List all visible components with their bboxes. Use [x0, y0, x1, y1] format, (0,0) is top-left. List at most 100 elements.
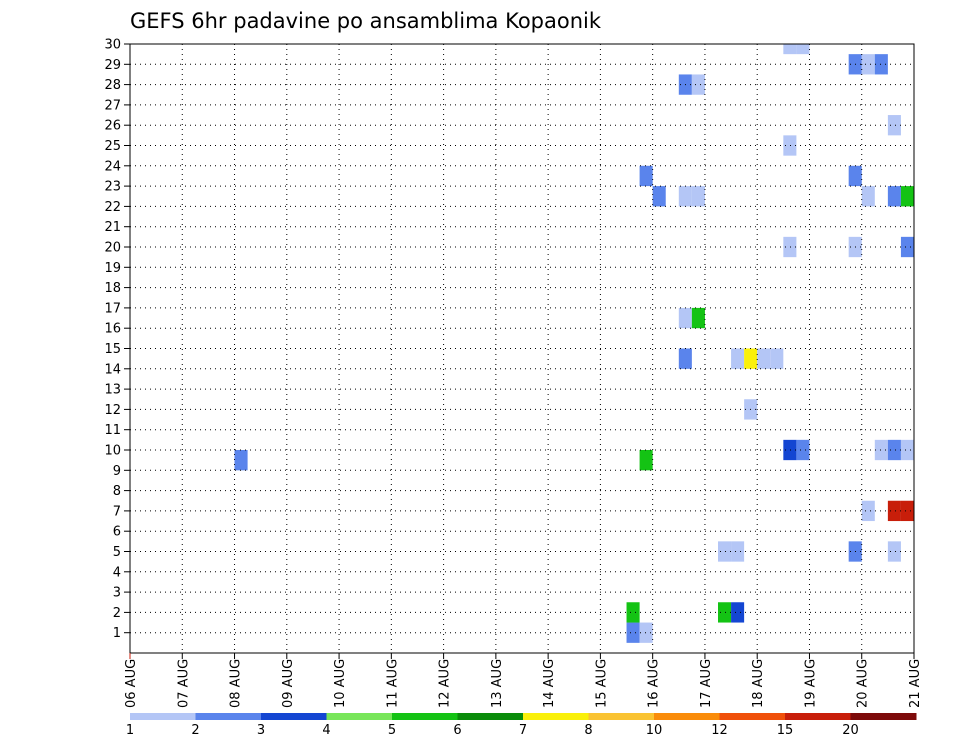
precip-cell-27 — [783, 44, 797, 55]
precip-cell-19 — [744, 348, 758, 369]
colorbar-label-10: 15 — [777, 723, 794, 738]
precip-cell-20 — [757, 348, 771, 369]
colorbar-label-9: 12 — [711, 723, 728, 738]
x-tick-label-3: 09 AUG — [281, 659, 296, 708]
precip-cell-18 — [731, 348, 745, 369]
y-tick-label-22: 22 — [104, 200, 121, 215]
precip-cell-28 — [796, 44, 810, 55]
y-tick-label-24: 24 — [104, 159, 121, 174]
x-tick-label-9: 15 AUG — [594, 659, 609, 708]
y-tick-label-17: 17 — [104, 301, 121, 316]
precip-cell-43 — [900, 236, 914, 258]
colorbar-label-5: 6 — [453, 723, 461, 738]
x-tick-label-11: 17 AUG — [699, 659, 714, 708]
precip-cell-24 — [796, 439, 810, 461]
colorbar-swatch-10 — [785, 713, 851, 720]
x-tick-label-5: 11 AUG — [385, 659, 400, 708]
y-tick-label-25: 25 — [104, 139, 121, 154]
x-tick-label-4: 10 AUG — [333, 659, 348, 708]
colorbar-swatch-2 — [261, 713, 327, 720]
y-tick-label-6: 6 — [113, 525, 121, 540]
x-tick-label-12: 18 AUG — [751, 659, 766, 708]
precip-cell-21 — [770, 348, 784, 369]
colorbar-swatch-9 — [719, 713, 786, 720]
y-tick-label-19: 19 — [104, 261, 121, 276]
y-tick-label-15: 15 — [104, 342, 121, 357]
colorbar: 1 2 3 4 5 6 7 8 10 12 15 20 — [126, 713, 917, 738]
x-tick-label-7: 13 AUG — [490, 659, 505, 708]
colorbar-label-7: 8 — [584, 723, 592, 738]
y-tick-label-12: 12 — [104, 403, 121, 418]
y-tick-label-21: 21 — [104, 220, 121, 235]
precip-cell-39 — [874, 54, 888, 75]
x-tick-label-0: 06 AUG — [124, 659, 139, 708]
precip-cell-17 — [731, 602, 745, 623]
precip-cell-23 — [783, 439, 797, 461]
y-tick-label-9: 9 — [113, 464, 121, 479]
y-tick-label-4: 4 — [113, 565, 121, 580]
precip-cell-25 — [783, 236, 797, 258]
precip-cell-45 — [900, 186, 914, 207]
x-tick-label-14: 20 AUG — [856, 659, 871, 708]
precip-cell-33 — [900, 439, 914, 461]
x-tick-label-15: 21 AUG — [908, 659, 923, 708]
precip-cell-4 — [639, 450, 653, 471]
y-tick-label-29: 29 — [104, 58, 121, 73]
y-tick-label-7: 7 — [113, 504, 121, 519]
x-tick-label-13: 19 AUG — [803, 659, 818, 708]
x-tick-label-8: 14 AUG — [542, 659, 557, 708]
y-tick-label-28: 28 — [104, 78, 121, 93]
colorbar-label-0: 1 — [126, 723, 134, 738]
y-tick-label-3: 3 — [113, 586, 121, 601]
precip-cell-3 — [626, 602, 640, 623]
colorbar-swatch-8 — [654, 713, 720, 720]
precip-cell-0 — [234, 450, 248, 471]
colorbar-label-2: 3 — [257, 723, 265, 738]
precip-cell-46 — [887, 115, 901, 136]
colorbar-swatch-4 — [392, 713, 458, 720]
y-tick-label-10: 10 — [104, 444, 121, 459]
precip-cell-1 — [626, 622, 640, 643]
y-tick-label-8: 8 — [113, 484, 121, 499]
grid-lines — [130, 43, 914, 653]
colorbar-swatch-5 — [457, 713, 524, 720]
colorbar-swatch-11 — [850, 713, 917, 720]
x-tick-label-10: 16 AUG — [647, 659, 662, 708]
y-tick-label-5: 5 — [113, 545, 121, 560]
x-axis: 06 AUG 07 AUG 08 AUG 09 AUG 10 AUG 11 AUG 12 A… — [124, 653, 923, 708]
colorbar-label-6: 7 — [519, 723, 527, 738]
y-tick-label-30: 30 — [104, 38, 121, 53]
precip-cell-32 — [887, 439, 901, 461]
y-tick-label-23: 23 — [104, 180, 121, 195]
colorbar-label-1: 2 — [191, 723, 199, 738]
y-tick-label-18: 18 — [104, 281, 121, 296]
precip-cell-26 — [783, 135, 797, 156]
precip-cell-2 — [639, 622, 653, 643]
precip-cell-15 — [731, 541, 745, 562]
precip-cell-13 — [691, 74, 705, 95]
precip-cell-31 — [874, 439, 888, 461]
data-cells — [234, 44, 914, 643]
colorbar-label-8: 10 — [646, 723, 663, 738]
y-tick-label-27: 27 — [104, 98, 121, 113]
precip-cell-36 — [848, 165, 862, 187]
precip-cell-41 — [887, 500, 901, 522]
precip-cell-16 — [718, 602, 732, 623]
precip-cell-5 — [639, 165, 653, 187]
y-tick-label-1: 1 — [113, 626, 121, 641]
precip-cell-14 — [718, 541, 732, 562]
y-tick-label-11: 11 — [104, 423, 121, 438]
precip-cell-40 — [887, 541, 901, 562]
colorbar-label-11: 20 — [842, 723, 859, 738]
precip-cell-42 — [900, 500, 914, 522]
precip-cell-30 — [861, 500, 875, 522]
colorbar-label-3: 4 — [322, 723, 330, 738]
precip-cell-7 — [678, 348, 692, 369]
precip-cell-10 — [678, 186, 692, 207]
y-tick-label-20: 20 — [104, 241, 121, 256]
colorbar-label-4: 5 — [388, 723, 396, 738]
y-tick-label-2: 2 — [113, 606, 121, 621]
chart-title: GEFS 6hr padavine po ansamblima Kopaonik — [130, 9, 602, 33]
precip-cell-44 — [887, 186, 901, 207]
